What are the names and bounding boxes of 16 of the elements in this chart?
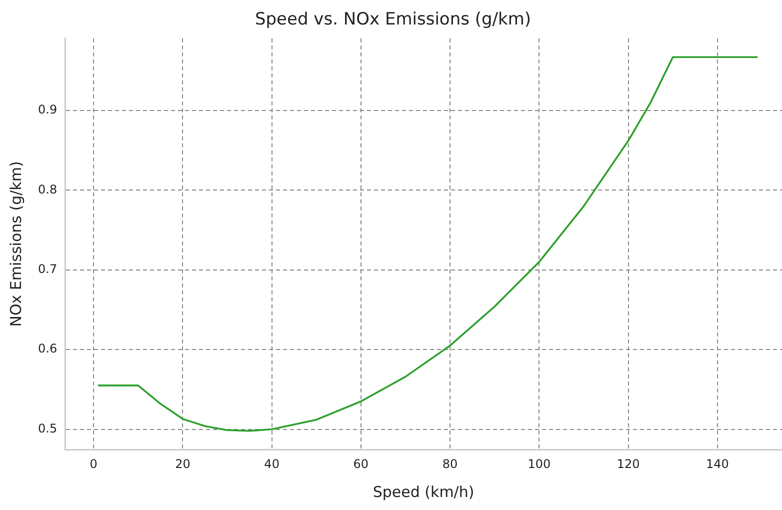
x-tick-label: 100 — [528, 456, 551, 471]
x-tick-label: 60 — [353, 456, 369, 471]
x-axis-title: Speed (km/h) — [372, 482, 474, 501]
y-tick-label: 0.5 — [38, 421, 58, 436]
x-tick-label: 40 — [264, 456, 280, 471]
y-tick-label: 0.6 — [38, 342, 58, 356]
y-tick-label: 0.7 — [38, 262, 58, 276]
y-axis-title: NOx Emissions (g/km) — [6, 161, 25, 327]
x-tick-label: 140 — [706, 456, 729, 471]
x-tick-label: 20 — [175, 456, 190, 471]
y-tick-label: 0.9 — [38, 102, 58, 117]
chart-title: Speed vs. NOx Emissions (g/km) — [254, 10, 532, 30]
y-tick-label: 0.8 — [38, 182, 58, 196]
x-tick-label: 80 — [442, 456, 458, 471]
x-tick-label: 0 — [90, 456, 98, 471]
x-tick-label: 120 — [616, 456, 640, 471]
